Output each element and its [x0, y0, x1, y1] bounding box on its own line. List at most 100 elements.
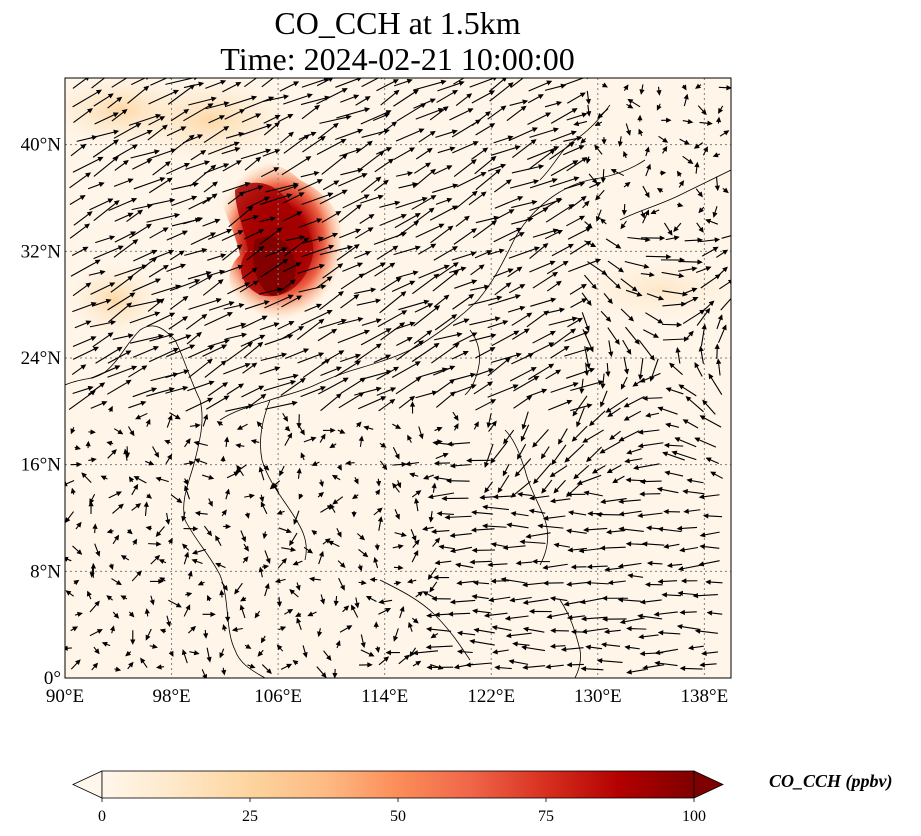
wind-vector-head — [515, 560, 522, 566]
wind-vector-head — [245, 643, 252, 649]
wind-vector-head — [358, 435, 364, 442]
wind-vector-head — [380, 396, 387, 401]
wind-vector-head — [143, 501, 149, 508]
wind-vector — [411, 195, 436, 210]
wind-vector-head — [220, 360, 227, 366]
wind-vector — [634, 463, 660, 469]
wind-vector — [413, 305, 440, 327]
wind-vector-head — [579, 215, 586, 221]
wind-vector-head — [453, 270, 459, 276]
wind-vector-head — [72, 626, 79, 632]
wind-vector — [89, 198, 113, 211]
wind-vector-head — [494, 664, 500, 671]
wind-vector — [190, 232, 216, 245]
wind-vector-head — [498, 248, 505, 254]
wind-vector — [455, 191, 478, 210]
wind-vector-head — [567, 547, 574, 553]
wind-vector-head — [375, 343, 382, 349]
wind-vector-head — [615, 243, 622, 249]
wind-vector-head — [341, 88, 348, 93]
wind-vector-head — [200, 150, 207, 156]
wind-vector-head — [206, 656, 212, 663]
wind-vector — [445, 515, 472, 519]
wind-vector-head — [215, 297, 222, 303]
wind-vector-head — [573, 176, 580, 182]
wind-vector-head — [412, 182, 419, 188]
wind-vector-head — [353, 294, 360, 300]
wind-vector-head — [444, 514, 450, 520]
wind-vector-head — [589, 367, 596, 373]
wind-vector-head — [472, 141, 479, 146]
wind-vector-head — [117, 245, 124, 251]
wind-vector-head — [463, 215, 470, 222]
wind-vector-head — [303, 237, 310, 243]
wind-vector-head — [412, 618, 419, 624]
wind-vector — [319, 291, 344, 311]
wind-vector-head — [620, 383, 626, 390]
wind-vector-head — [215, 562, 222, 568]
wind-vector-head — [260, 393, 267, 400]
wind-vector-head — [121, 108, 128, 115]
wind-vector-head — [131, 144, 138, 150]
wind-vector-head — [665, 387, 672, 393]
wind-vector — [335, 129, 363, 141]
wind-vector-head — [465, 662, 471, 668]
wind-vector — [549, 142, 575, 160]
wind-vector-head — [284, 67, 288, 71]
wind-vector — [529, 178, 557, 189]
wind-vector-head — [580, 138, 586, 144]
wind-vector-head — [109, 282, 116, 288]
wind-vector-head — [502, 470, 508, 477]
wind-vector — [334, 360, 361, 378]
wind-vector-head — [683, 508, 690, 514]
wind-vector-head — [644, 146, 650, 153]
wind-vector-head — [676, 525, 683, 532]
wind-vector-head — [225, 616, 231, 623]
wind-vector-head — [676, 170, 683, 177]
wind-vector-head — [427, 303, 434, 309]
wind-vector-head — [261, 315, 268, 321]
wind-vector-head — [549, 260, 556, 266]
wind-vector — [394, 213, 421, 229]
wind-vector — [130, 150, 159, 159]
x-tick-label: 114°E — [361, 686, 408, 707]
wind-vector-head — [257, 185, 264, 191]
wind-vector-head — [678, 180, 685, 187]
wind-vector — [529, 261, 555, 273]
wind-vector-head — [426, 612, 432, 619]
wind-vector-head — [183, 108, 190, 115]
wind-vector-head — [263, 564, 270, 570]
wind-vector-head — [287, 294, 294, 300]
wind-vector-head — [125, 350, 132, 356]
wind-vector-head — [486, 250, 493, 255]
wind-vector — [418, 265, 449, 279]
wind-vector-head — [452, 262, 459, 268]
wind-vector — [94, 112, 118, 125]
wind-vector — [264, 294, 293, 309]
wind-vector-head — [566, 581, 572, 587]
wind-vector-head — [531, 127, 538, 133]
wind-vector-head — [701, 323, 707, 330]
wind-vector-head — [541, 487, 547, 494]
wind-vector-head — [154, 311, 161, 317]
wind-vector-head — [385, 110, 392, 115]
wind-vector-head — [310, 436, 317, 442]
wind-vector — [90, 282, 115, 295]
wind-vector-head — [189, 344, 196, 350]
wind-vector — [283, 94, 312, 105]
wind-vector — [474, 156, 496, 175]
wind-vector-head — [207, 500, 213, 507]
wind-vector-head — [331, 328, 338, 334]
wind-vector-head — [453, 342, 460, 349]
wind-vector — [550, 108, 577, 124]
wind-vector — [91, 365, 120, 379]
wind-vector-head — [386, 147, 393, 152]
wind-vector-head — [181, 230, 189, 236]
wind-vector-head — [679, 609, 685, 615]
wind-vector-head — [276, 227, 283, 233]
wind-vector-head — [165, 519, 171, 525]
wind-vector-head — [176, 497, 183, 504]
wind-vector-head — [633, 464, 639, 471]
wind-vector-head — [276, 601, 282, 608]
wind-vector-head — [193, 650, 200, 656]
